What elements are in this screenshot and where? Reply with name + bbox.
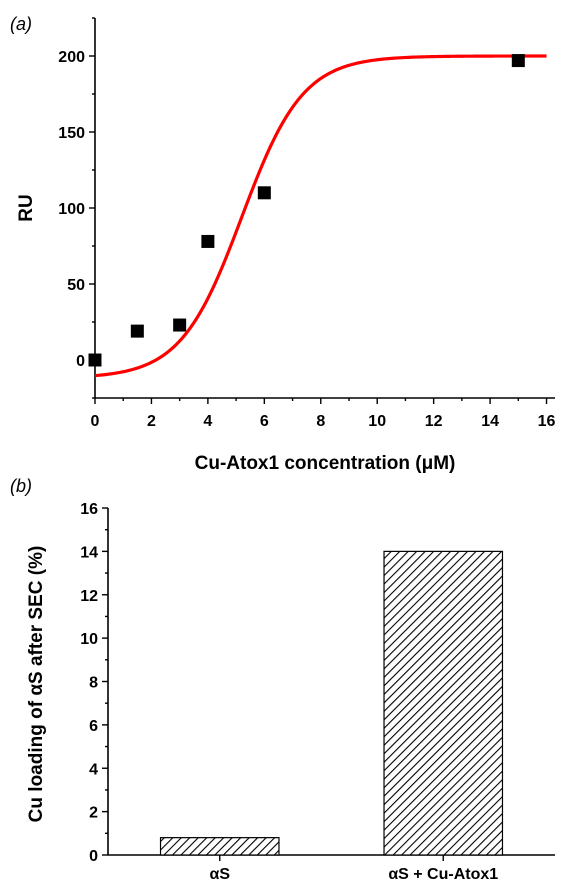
chart-a-point [88,353,102,367]
chart-b-y-tick-label: 8 [89,675,98,692]
chart-a-point [201,234,215,248]
chart-a-x-tick-label: 16 [538,413,556,430]
chart-b-bar [383,550,504,856]
chart-a-y-tick-label: 0 [76,353,85,370]
chart-b-y-tick-label: 10 [80,631,98,648]
chart-a-x-ticks: 0 2 4 6 8 10 12 14 16 [91,398,556,430]
panel-label-a: (a) [10,14,32,34]
chart-a-point [257,186,271,200]
chart-b: (b) 0 2 4 6 8 10 12 14 16 αS αS + Cu-Atox1 Cu loa… [10,476,555,883]
chart-a-point [173,318,187,332]
chart-a-point [130,324,144,338]
chart-b-bar [159,837,280,856]
chart-b-category-labels: αS αS + Cu-Atox1 [209,855,498,883]
chart-b-y-ticks: 0 2 4 6 8 10 12 14 16 [80,501,108,865]
chart-b-y-tick-label: 2 [89,805,98,822]
chart-b-y-tick-label: 14 [80,544,98,561]
chart-a-y-tick-label: 200 [58,49,85,66]
chart-a: (a) 0 50 100 150 200 0 2 4 6 8 10 12 14 16 RU Cu-Ato… [10,14,556,474]
chart-a-x-tick-label: 0 [91,413,100,430]
chart-b-y-tick-label: 12 [80,588,98,605]
chart-b-ylabel: Cu loading of αS after SEC (%) [26,546,47,823]
chart-a-x-tick-label: 12 [425,413,443,430]
chart-a-ylabel: RU [16,194,37,221]
chart-a-x-tick-label: 10 [368,413,386,430]
chart-b-y-tick-label: 16 [80,501,98,518]
chart-a-y-tick-label: 100 [58,201,85,218]
chart-b-y-tick-label: 6 [89,718,98,735]
chart-a-fit-curve [95,54,547,378]
chart-a-y-ticks: 0 50 100 150 200 [58,17,95,399]
chart-a-x-tick-label: 6 [260,413,269,430]
chart-a-x-tick-label: 8 [316,413,325,430]
chart-a-xlabel: Cu-Atox1 concentration (μM) [195,453,456,474]
chart-a-x-tick-label: 14 [481,413,499,430]
chart-b-y-tick-label: 4 [89,761,98,778]
chart-b-bars [159,550,504,856]
chart-a-x-tick-label: 4 [203,413,212,430]
chart-a-x-tick-label: 2 [147,413,156,430]
panel-label-b: (b) [10,476,32,496]
chart-b-category-label: αS [209,866,230,883]
chart-a-y-tick-label: 150 [58,125,85,142]
chart-b-category-label: αS + Cu-Atox1 [388,866,498,883]
chart-a-y-tick-label: 50 [67,277,85,294]
chart-a-point [511,54,525,68]
chart-a-points [88,54,525,367]
chart-b-y-tick-label: 0 [89,848,98,865]
